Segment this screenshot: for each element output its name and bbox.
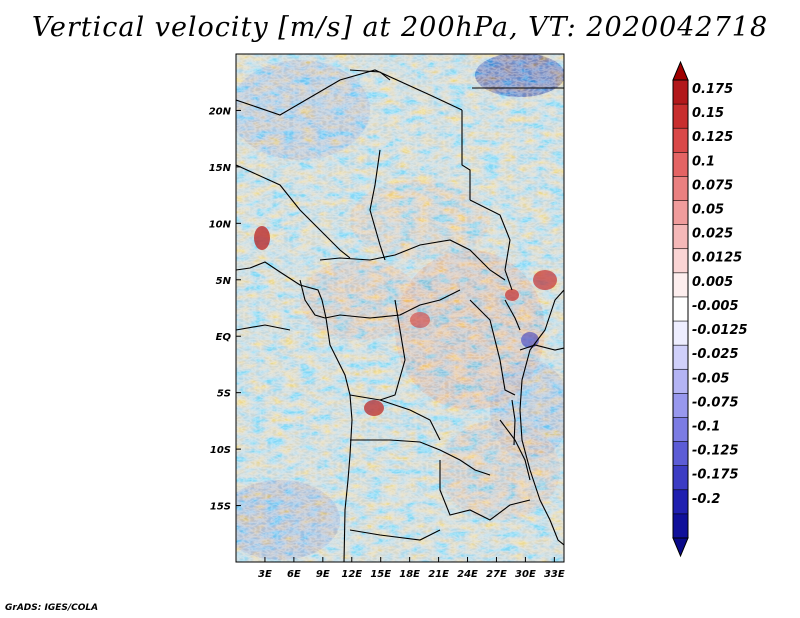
lon-tick-label: 9E <box>316 569 330 580</box>
colorbar-label: -0.175 <box>692 468 739 483</box>
lat-tick-label: 15S <box>210 502 231 513</box>
grads-credit: GrADS: IGES/COLA <box>5 603 99 613</box>
colorbar-swatch <box>673 296 688 322</box>
colorbar-label: 0.05 <box>692 203 724 218</box>
lon-tick-label: 18E <box>399 569 420 580</box>
map-frame <box>235 53 565 563</box>
colorbar-label: 0.125 <box>692 130 733 145</box>
colorbar-swatch <box>673 272 688 298</box>
colorbar-label: 0.1 <box>692 154 715 169</box>
colorbar-frame <box>672 79 689 539</box>
colorbar-label: 0.175 <box>692 82 733 97</box>
colorbar-swatch <box>673 200 688 226</box>
colorbar-swatch <box>673 152 688 177</box>
colorbar: 0.175 0.15 0.125 0.1 0.075 0.05 0.025 0.0125 0.0… <box>672 60 748 558</box>
colorbar-label: 0.075 <box>692 178 733 193</box>
colorbar-label: -0.005 <box>692 299 739 314</box>
colorbar-swatch <box>673 393 688 418</box>
colorbar-swatch <box>673 369 688 394</box>
colorbar-swatch <box>673 224 688 250</box>
colorbar-swatch <box>673 513 688 539</box>
lat-tick-label: 5S <box>217 389 231 400</box>
colorbar-swatch <box>673 321 688 346</box>
colorbar-swatch <box>673 441 688 467</box>
lon-tick-label: 21E <box>428 569 449 580</box>
lat-tick-label: EQ <box>216 332 232 343</box>
colorbar-label: -0.025 <box>692 347 739 362</box>
lon-tick-label: 33E <box>544 569 565 580</box>
country-borders <box>236 69 564 562</box>
lat-tick-label: 5N <box>216 276 232 287</box>
colorbar-swatch <box>673 345 688 370</box>
colorbar-label: -0.1 <box>692 419 720 434</box>
lon-tick-label: 30E <box>515 569 536 580</box>
lon-tick-label: 24E <box>457 569 478 580</box>
colorbar-swatch <box>673 417 688 443</box>
colorbar-label: 0.025 <box>692 227 733 242</box>
lon-tick-label: 15E <box>370 569 391 580</box>
velocity-field <box>236 54 564 562</box>
colorbar-label: -0.125 <box>692 444 739 459</box>
colorbar-swatch <box>673 104 688 129</box>
longitude-axis: 3E 6E 9E 12E 15E 18E 21E 24E 27E 30E 33E <box>258 557 565 580</box>
colorbar-top-arrow <box>672 60 689 81</box>
map-title: Vertical velocity [m/s] at 200hPa, VT: 2… <box>31 12 769 43</box>
lat-tick-label: 10S <box>210 445 231 456</box>
colorbar-label: -0.0125 <box>692 323 748 338</box>
colorbar-swatch <box>673 465 688 491</box>
colorbar-label: -0.075 <box>692 395 739 410</box>
colorbar-swatch <box>673 489 688 515</box>
colorbar-label: 0.0125 <box>692 251 742 266</box>
lon-tick-label: 12E <box>341 569 362 580</box>
lon-tick-label: 27E <box>486 569 507 580</box>
lat-tick-label: 15N <box>209 163 232 174</box>
latitude-axis: 20N 15N 10N 5N EQ 5S 10S 15S <box>209 106 241 513</box>
lat-tick-label: 20N <box>209 106 232 117</box>
colorbar-label: -0.05 <box>692 371 729 386</box>
colorbar-swatch <box>673 128 688 153</box>
lon-tick-label: 3E <box>258 569 272 580</box>
colorbar-bottom-arrow <box>672 537 689 558</box>
lat-tick-label: 10N <box>209 219 232 230</box>
colorbar-swatch <box>673 248 688 274</box>
lon-tick-label: 6E <box>287 569 301 580</box>
colorbar-swatch <box>673 80 688 105</box>
colorbar-swatch <box>673 176 688 202</box>
colorbar-label: 0.15 <box>692 106 724 121</box>
colorbar-label: 0.005 <box>692 275 733 290</box>
colorbar-label: -0.2 <box>692 492 720 507</box>
